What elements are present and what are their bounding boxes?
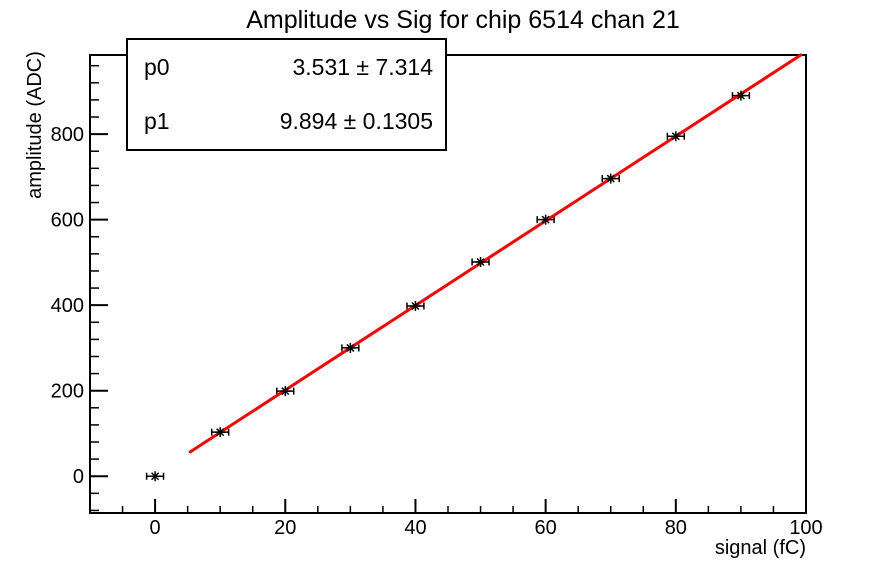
stats-param-name-p1: p1 [144, 108, 170, 135]
data-point-marker [215, 427, 226, 438]
stats-box: p0 3.531 ± 7.314 p1 9.894 ± 0.1305 [126, 38, 447, 151]
data-point-marker [150, 471, 161, 482]
x-tick-label: 60 [535, 517, 557, 539]
x-tick-label: 80 [665, 517, 687, 539]
data-point-marker [475, 256, 486, 267]
data-point-marker [280, 386, 291, 397]
x-axis-title: signal (fC) [714, 537, 806, 559]
fit-line [188, 53, 803, 454]
y-tick-label: 600 [51, 210, 84, 232]
x-tick-label: 40 [404, 517, 426, 539]
tick-line [346, 343, 355, 352]
tick-line [736, 91, 745, 100]
tick-line [606, 174, 615, 183]
stats-row-p0: p0 3.531 ± 7.314 [128, 40, 445, 95]
stats-param-name-p0: p0 [144, 53, 170, 80]
stats-row-p1: p1 9.894 ± 0.1305 [128, 95, 445, 150]
x-tick-label: 0 [150, 517, 161, 539]
tick-line [151, 472, 160, 481]
data-point-marker [670, 131, 681, 142]
x-tick-label: 100 [789, 517, 822, 539]
tick-line [216, 428, 225, 437]
y-tick-label: 400 [51, 295, 84, 317]
stats-param-value-p1: 9.894 ± 0.1305 [279, 108, 433, 135]
x-tick-label: 20 [274, 517, 296, 539]
chart-title: Amplitude vs Sig for chip 6514 chan 21 [246, 6, 680, 34]
x-axis: 0 20 40 60 80 100 [121, 499, 823, 539]
y-axis-title: amplitude (ADC) [24, 51, 46, 199]
y-axis: 0 200 400 600 800 [51, 64, 108, 512]
data-point-marker [605, 173, 616, 184]
data-point-marker [345, 342, 356, 353]
data-point-marker [540, 214, 551, 225]
tick-line [671, 132, 680, 141]
tick-line [281, 387, 290, 396]
data-point-marker [410, 301, 421, 312]
stats-param-value-p0: 3.531 ± 7.314 [292, 53, 433, 80]
data-points [150, 90, 746, 482]
y-tick-label: 200 [51, 381, 84, 403]
y-tick-label: 800 [51, 124, 84, 146]
y-tick-label: 0 [73, 466, 84, 488]
tick-line [476, 257, 485, 267]
data-point-marker [735, 90, 746, 101]
tick-line [541, 215, 550, 224]
tick-line [411, 301, 420, 311]
